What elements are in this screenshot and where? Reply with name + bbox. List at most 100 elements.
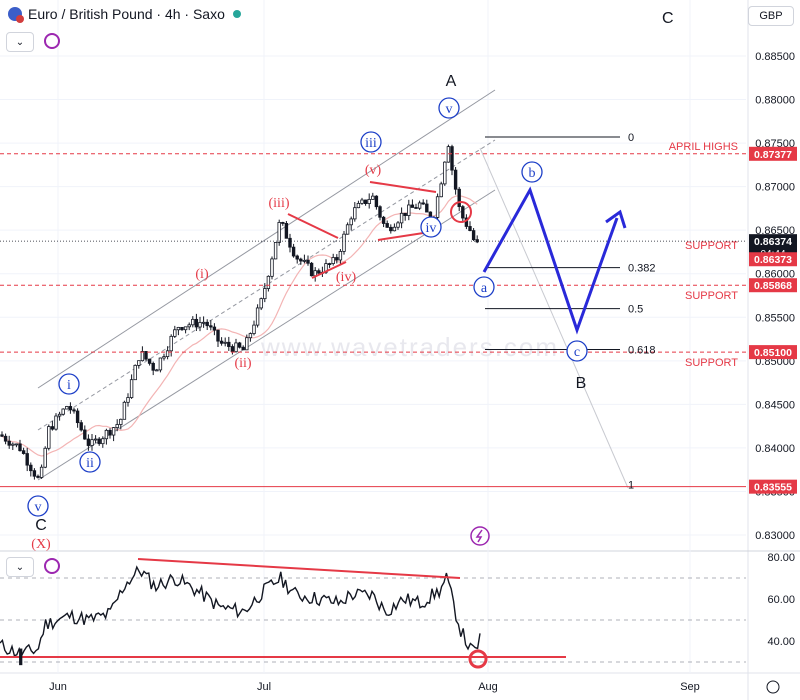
levels-layer: APRIL HIGHS SUPPORT SUPPORT SUPPORT bbox=[0, 141, 746, 488]
refresh-icon[interactable] bbox=[44, 33, 60, 49]
price-tag bbox=[749, 278, 797, 293]
wave-label-v-circle bbox=[438, 97, 460, 119]
wave-label-b: b bbox=[529, 166, 536, 181]
pair-flag-icon bbox=[8, 7, 24, 23]
candle-body bbox=[277, 222, 281, 243]
candle-body bbox=[83, 429, 87, 440]
watermark-layer: www.wavetraders.com bbox=[260, 332, 559, 362]
candle-body bbox=[65, 406, 69, 410]
candle-body bbox=[180, 326, 184, 331]
candle-body bbox=[317, 270, 321, 274]
candle-body bbox=[50, 426, 55, 430]
fib-ratio-label: 0.618 bbox=[628, 344, 656, 356]
candle-body bbox=[169, 335, 173, 352]
currency-selector[interactable]: GBP bbox=[748, 6, 794, 26]
candle-body bbox=[21, 450, 26, 454]
candle-body bbox=[389, 226, 393, 232]
candle-body bbox=[367, 198, 371, 204]
candle-body bbox=[396, 222, 400, 228]
currency-label: GBP bbox=[759, 10, 783, 22]
candle-body bbox=[36, 475, 40, 478]
symbol-title[interactable]: Euro / British Pound · 4h · Saxo bbox=[28, 6, 225, 22]
candle-body bbox=[302, 259, 307, 262]
candle-body bbox=[101, 438, 105, 445]
fibonacci-layer: 0 0.382 0.5 0.618 1 bbox=[485, 132, 656, 491]
candle-body bbox=[165, 350, 170, 357]
fib-ratio-label: 1 bbox=[628, 479, 634, 491]
candle-body bbox=[291, 246, 296, 257]
candle-body bbox=[104, 429, 109, 440]
candle-body bbox=[158, 357, 163, 371]
candle-body bbox=[75, 410, 80, 424]
time-tick-label: Aug bbox=[478, 681, 498, 693]
oscillator-collapse-button[interactable]: ⌄ bbox=[6, 557, 34, 577]
wave-label-i: i bbox=[67, 378, 71, 393]
candle-body bbox=[335, 257, 339, 261]
candle-body bbox=[299, 258, 303, 262]
chart-header: Euro / British Pound · 4h · Saxo bbox=[8, 6, 241, 23]
wave-label-minute-i: (i) bbox=[195, 267, 209, 282]
candle-body bbox=[234, 342, 238, 353]
collapse-button[interactable]: ⌄ bbox=[6, 32, 34, 52]
price-tick-label: 0.83000 bbox=[755, 530, 795, 542]
candle-body bbox=[407, 204, 411, 216]
oscillator-line bbox=[0, 565, 481, 658]
candle-body bbox=[259, 298, 263, 309]
candle-body bbox=[241, 346, 245, 351]
candle-body bbox=[342, 233, 346, 252]
watermark-text: www.wavetraders.com bbox=[260, 332, 559, 362]
candle-body bbox=[198, 322, 202, 328]
price-tick-label: 0.86000 bbox=[755, 269, 795, 281]
wave-label-v-low: v bbox=[35, 500, 42, 515]
triangle-line bbox=[311, 261, 347, 279]
settings-icon bbox=[766, 680, 780, 694]
grid-layer bbox=[0, 0, 746, 673]
wave-label-v: v bbox=[446, 102, 453, 117]
channel-midline bbox=[37, 139, 496, 431]
candle-body bbox=[3, 435, 8, 442]
oscillator-refresh-icon[interactable] bbox=[44, 558, 60, 574]
candle-body bbox=[173, 329, 177, 337]
price-tick-label: 0.88500 bbox=[755, 51, 795, 63]
candle-body bbox=[425, 203, 429, 213]
price-tag bbox=[749, 146, 797, 161]
candle-body bbox=[281, 222, 285, 224]
wave-label-X: (X) bbox=[31, 537, 51, 552]
fib-ratio-label: 0.382 bbox=[628, 263, 656, 275]
candle-body bbox=[363, 199, 368, 204]
candle-body bbox=[43, 447, 47, 468]
candle-body bbox=[468, 226, 472, 231]
candle-body bbox=[266, 275, 271, 289]
candle-body bbox=[284, 222, 289, 239]
candle-body bbox=[414, 207, 418, 209]
moving-average-line bbox=[1, 194, 478, 457]
divergence-line bbox=[137, 558, 461, 579]
candle-body bbox=[72, 409, 76, 412]
chevron-down-icon: ⌄ bbox=[15, 561, 25, 573]
candle-body bbox=[360, 199, 364, 204]
time-tick-label: Sep bbox=[680, 681, 700, 693]
candle-body bbox=[443, 161, 447, 185]
oscillator-tick-label: 60.00 bbox=[767, 594, 795, 606]
candle-body bbox=[410, 204, 415, 208]
candle-body bbox=[263, 288, 267, 300]
candle-body bbox=[327, 263, 332, 265]
wave-label-iii-circle bbox=[360, 131, 382, 153]
candle-body bbox=[201, 321, 206, 324]
level-label: APRIL HIGHS bbox=[669, 141, 738, 153]
candle-body bbox=[126, 397, 130, 403]
candle-body bbox=[273, 242, 278, 260]
candle-body bbox=[435, 196, 440, 218]
lightning-icon-bolt bbox=[475, 529, 483, 543]
highlight-circle bbox=[450, 201, 472, 223]
candle-body bbox=[288, 237, 292, 248]
candle-body bbox=[381, 216, 386, 224]
price-tick-label: 0.84000 bbox=[755, 443, 795, 455]
candle-body bbox=[137, 360, 141, 366]
channel-line bbox=[37, 89, 496, 389]
candle-body bbox=[54, 415, 58, 430]
candle-body bbox=[230, 346, 235, 353]
candle-body bbox=[115, 424, 119, 428]
triangle-line bbox=[287, 213, 339, 239]
